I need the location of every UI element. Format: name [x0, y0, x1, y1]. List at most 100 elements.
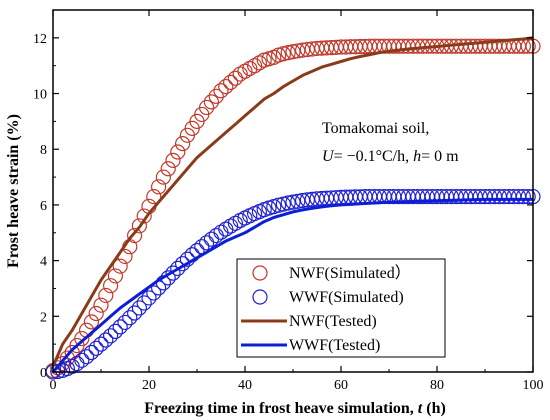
data-point: [175, 136, 191, 152]
data-point: [261, 200, 277, 216]
legend-item: WWF(Simulated): [252, 289, 404, 306]
annotation-rate: = −0.1°C/h,: [334, 148, 414, 165]
data-point: [170, 260, 186, 277]
data-point: [271, 197, 287, 213]
data-point: [122, 310, 138, 326]
data-point: [93, 336, 109, 352]
legend-item: WWF(Tested): [241, 337, 380, 354]
condition-annotation: Tomakomai soil, U= −0.1°C/h, h= 0 m: [322, 120, 459, 165]
data-point: [127, 305, 143, 321]
x-axis-title: Freezing time in frost heave simulation,…: [144, 400, 446, 417]
legend-item: NWF(Tested): [241, 313, 377, 330]
data-point: [275, 196, 291, 212]
y-tick-label: 12: [33, 32, 47, 47]
legend-box: [236, 258, 446, 358]
data-point: [131, 218, 147, 234]
data-point: [285, 194, 301, 210]
y-tick-label: 4: [40, 255, 47, 270]
x-tick-label: 20: [142, 378, 156, 393]
data-point: [112, 258, 128, 274]
data-point: [290, 193, 306, 209]
data-point: [170, 144, 186, 160]
data-point: [160, 161, 176, 177]
data-point: [136, 295, 152, 311]
data-point: [88, 340, 104, 356]
annotation-line-2: U= −0.1°C/h, h= 0 m: [322, 148, 459, 165]
data-point: [280, 45, 296, 61]
data-point: [266, 198, 282, 215]
data-point: [199, 235, 215, 251]
data-point: [131, 300, 147, 316]
data-point: [83, 314, 100, 330]
data-point: [275, 46, 291, 62]
data-point: [127, 227, 143, 244]
data-point: [112, 319, 128, 335]
data-point: [520, 188, 536, 205]
annotation-var-u: U: [322, 148, 335, 165]
y-tick-label: 10: [33, 88, 47, 103]
data-point: [78, 322, 95, 338]
x-axis-title-var: t: [418, 400, 423, 417]
data-point: [242, 60, 258, 77]
legend-marker: [252, 289, 268, 305]
data-point: [223, 218, 239, 234]
data-point: [227, 70, 243, 86]
data-point: [93, 297, 109, 313]
data-point: [136, 208, 152, 224]
data-point: [261, 51, 277, 67]
x-tick-label: 60: [334, 378, 348, 393]
series-line: [51, 36, 534, 367]
y-axis-title: Frost heave strain (%): [5, 114, 22, 268]
data-point: [165, 152, 181, 168]
data-point: [151, 179, 167, 195]
data-point: [98, 332, 114, 348]
data-point: [117, 314, 133, 331]
data-point: [107, 268, 124, 284]
data-point: [88, 305, 104, 322]
annotation-var-h: h: [413, 148, 421, 165]
legend-label: WWF(Simulated): [289, 289, 404, 306]
annotation-depth: = 0 m: [421, 148, 459, 165]
data-point: [146, 285, 162, 301]
chart-axes: 0 20 40 60 80 100 0 2 4 6 8 10 12: [33, 9, 544, 393]
chart-legend: NWF(Simulated） WWF(Simulated) NWF(Tested) W…: [236, 258, 446, 358]
data-point: [78, 349, 95, 365]
data-point: [232, 66, 248, 82]
data-point: [290, 43, 306, 59]
data-point: [102, 328, 119, 344]
legend-label: NWF(Simulated）: [289, 264, 411, 282]
data-point: [213, 224, 229, 240]
chart-marks: [45, 36, 541, 380]
data-point: [203, 231, 219, 247]
data-point: [146, 188, 162, 205]
data-point: [107, 323, 124, 339]
x-tick-label: 100: [523, 378, 544, 393]
legend-label: NWF(Tested): [289, 313, 377, 330]
x-tick-label: 40: [238, 378, 252, 393]
y-tick-label: 0: [40, 366, 47, 381]
legend-label: WWF(Tested): [289, 337, 380, 354]
data-point: [155, 169, 171, 185]
data-point: [218, 221, 234, 237]
data-point: [251, 55, 267, 71]
data-point: [271, 47, 287, 63]
data-point: [102, 278, 119, 294]
series-line: [51, 197, 533, 373]
data-point: [165, 265, 181, 281]
data-point: [199, 99, 215, 116]
data-point: [203, 94, 219, 110]
x-axis-title-unit: (h): [422, 400, 446, 417]
data-point: [218, 78, 234, 95]
series-2: [45, 188, 541, 380]
x-axis-title-text: Freezing time in frost heave simulation,: [144, 400, 418, 417]
data-point: [74, 352, 90, 368]
data-point: [98, 287, 114, 304]
data-point: [237, 63, 253, 79]
data-point: [247, 58, 263, 74]
legend-marker: [252, 265, 268, 281]
x-tick-label: 0: [50, 378, 57, 393]
data-point: [227, 215, 243, 231]
annotation-line-1: Tomakomai soil,: [322, 120, 429, 137]
